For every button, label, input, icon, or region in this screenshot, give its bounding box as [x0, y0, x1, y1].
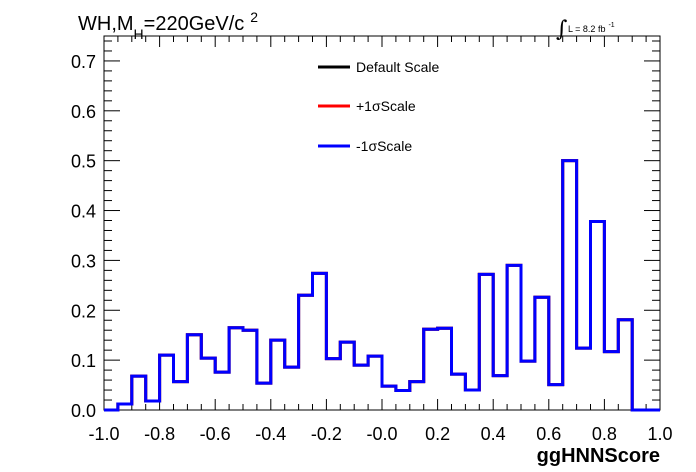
integral-sign: ∫ [556, 17, 568, 42]
x-tick-label: 1.0 [647, 424, 672, 444]
lumi-superscript: -1 [608, 22, 614, 29]
title-main: WH,M [78, 13, 134, 35]
y-tick-label: 0.3 [71, 251, 96, 271]
y-tick-label: 0.1 [71, 351, 96, 371]
x-tick-label: 0.6 [536, 424, 561, 444]
y-tick-label: 0.7 [71, 52, 96, 72]
svg-text:L = 8.2 fb-1: L = 8.2 fb -1 [568, 22, 615, 34]
legend-label-default-scale: Default Scale [356, 59, 439, 75]
series-layer [104, 159, 660, 412]
y-tick-label: 0.4 [71, 202, 96, 222]
x-tick-label: -0.8 [144, 424, 175, 444]
y-tick-label: 0.5 [71, 152, 96, 172]
legend: Default Scale +1σScale -1σScale [318, 59, 439, 154]
x-tick-label: -0.0 [366, 424, 397, 444]
y-tick-label: 0.6 [71, 102, 96, 122]
y-tick-label: 0.0 [71, 401, 96, 421]
title-subscript: H [134, 26, 144, 42]
legend-label-minus-sigma: -1σScale [356, 138, 412, 154]
luminosity-label: ∫ L = 8.2 fb -1 [556, 17, 615, 42]
x-tick-label: 0.2 [425, 424, 450, 444]
x-tick-label: -0.4 [255, 424, 286, 444]
lumi-value: L = 8.2 fb [568, 24, 605, 34]
x-tick-label: 0.8 [592, 424, 617, 444]
legend-label-plus-sigma: +1σScale [356, 98, 416, 114]
x-axis-ticks: -1.0 -0.8 -0.6 -0.4 -0.2 -0.0 0.2 0.4 0.6 0.8 1.0 [88, 36, 673, 444]
title-superscript: 2 [250, 9, 258, 25]
series-line-2--1-scale [104, 159, 660, 412]
x-axis-label: ggHNNScore [537, 445, 660, 467]
y-axis-ticks: 0.0 0.1 0.2 0.3 0.4 0.5 0.6 0.7 [71, 40, 660, 421]
chart-title: WH,MH=220GeV/c 2 [78, 9, 258, 42]
y-tick-label: 0.2 [71, 301, 96, 321]
x-tick-label: -1.0 [88, 424, 119, 444]
x-tick-label: -0.6 [200, 424, 231, 444]
x-tick-label: 0.4 [481, 424, 506, 444]
x-tick-label: -0.2 [311, 424, 342, 444]
title-rest: =220GeV/c [144, 13, 245, 35]
